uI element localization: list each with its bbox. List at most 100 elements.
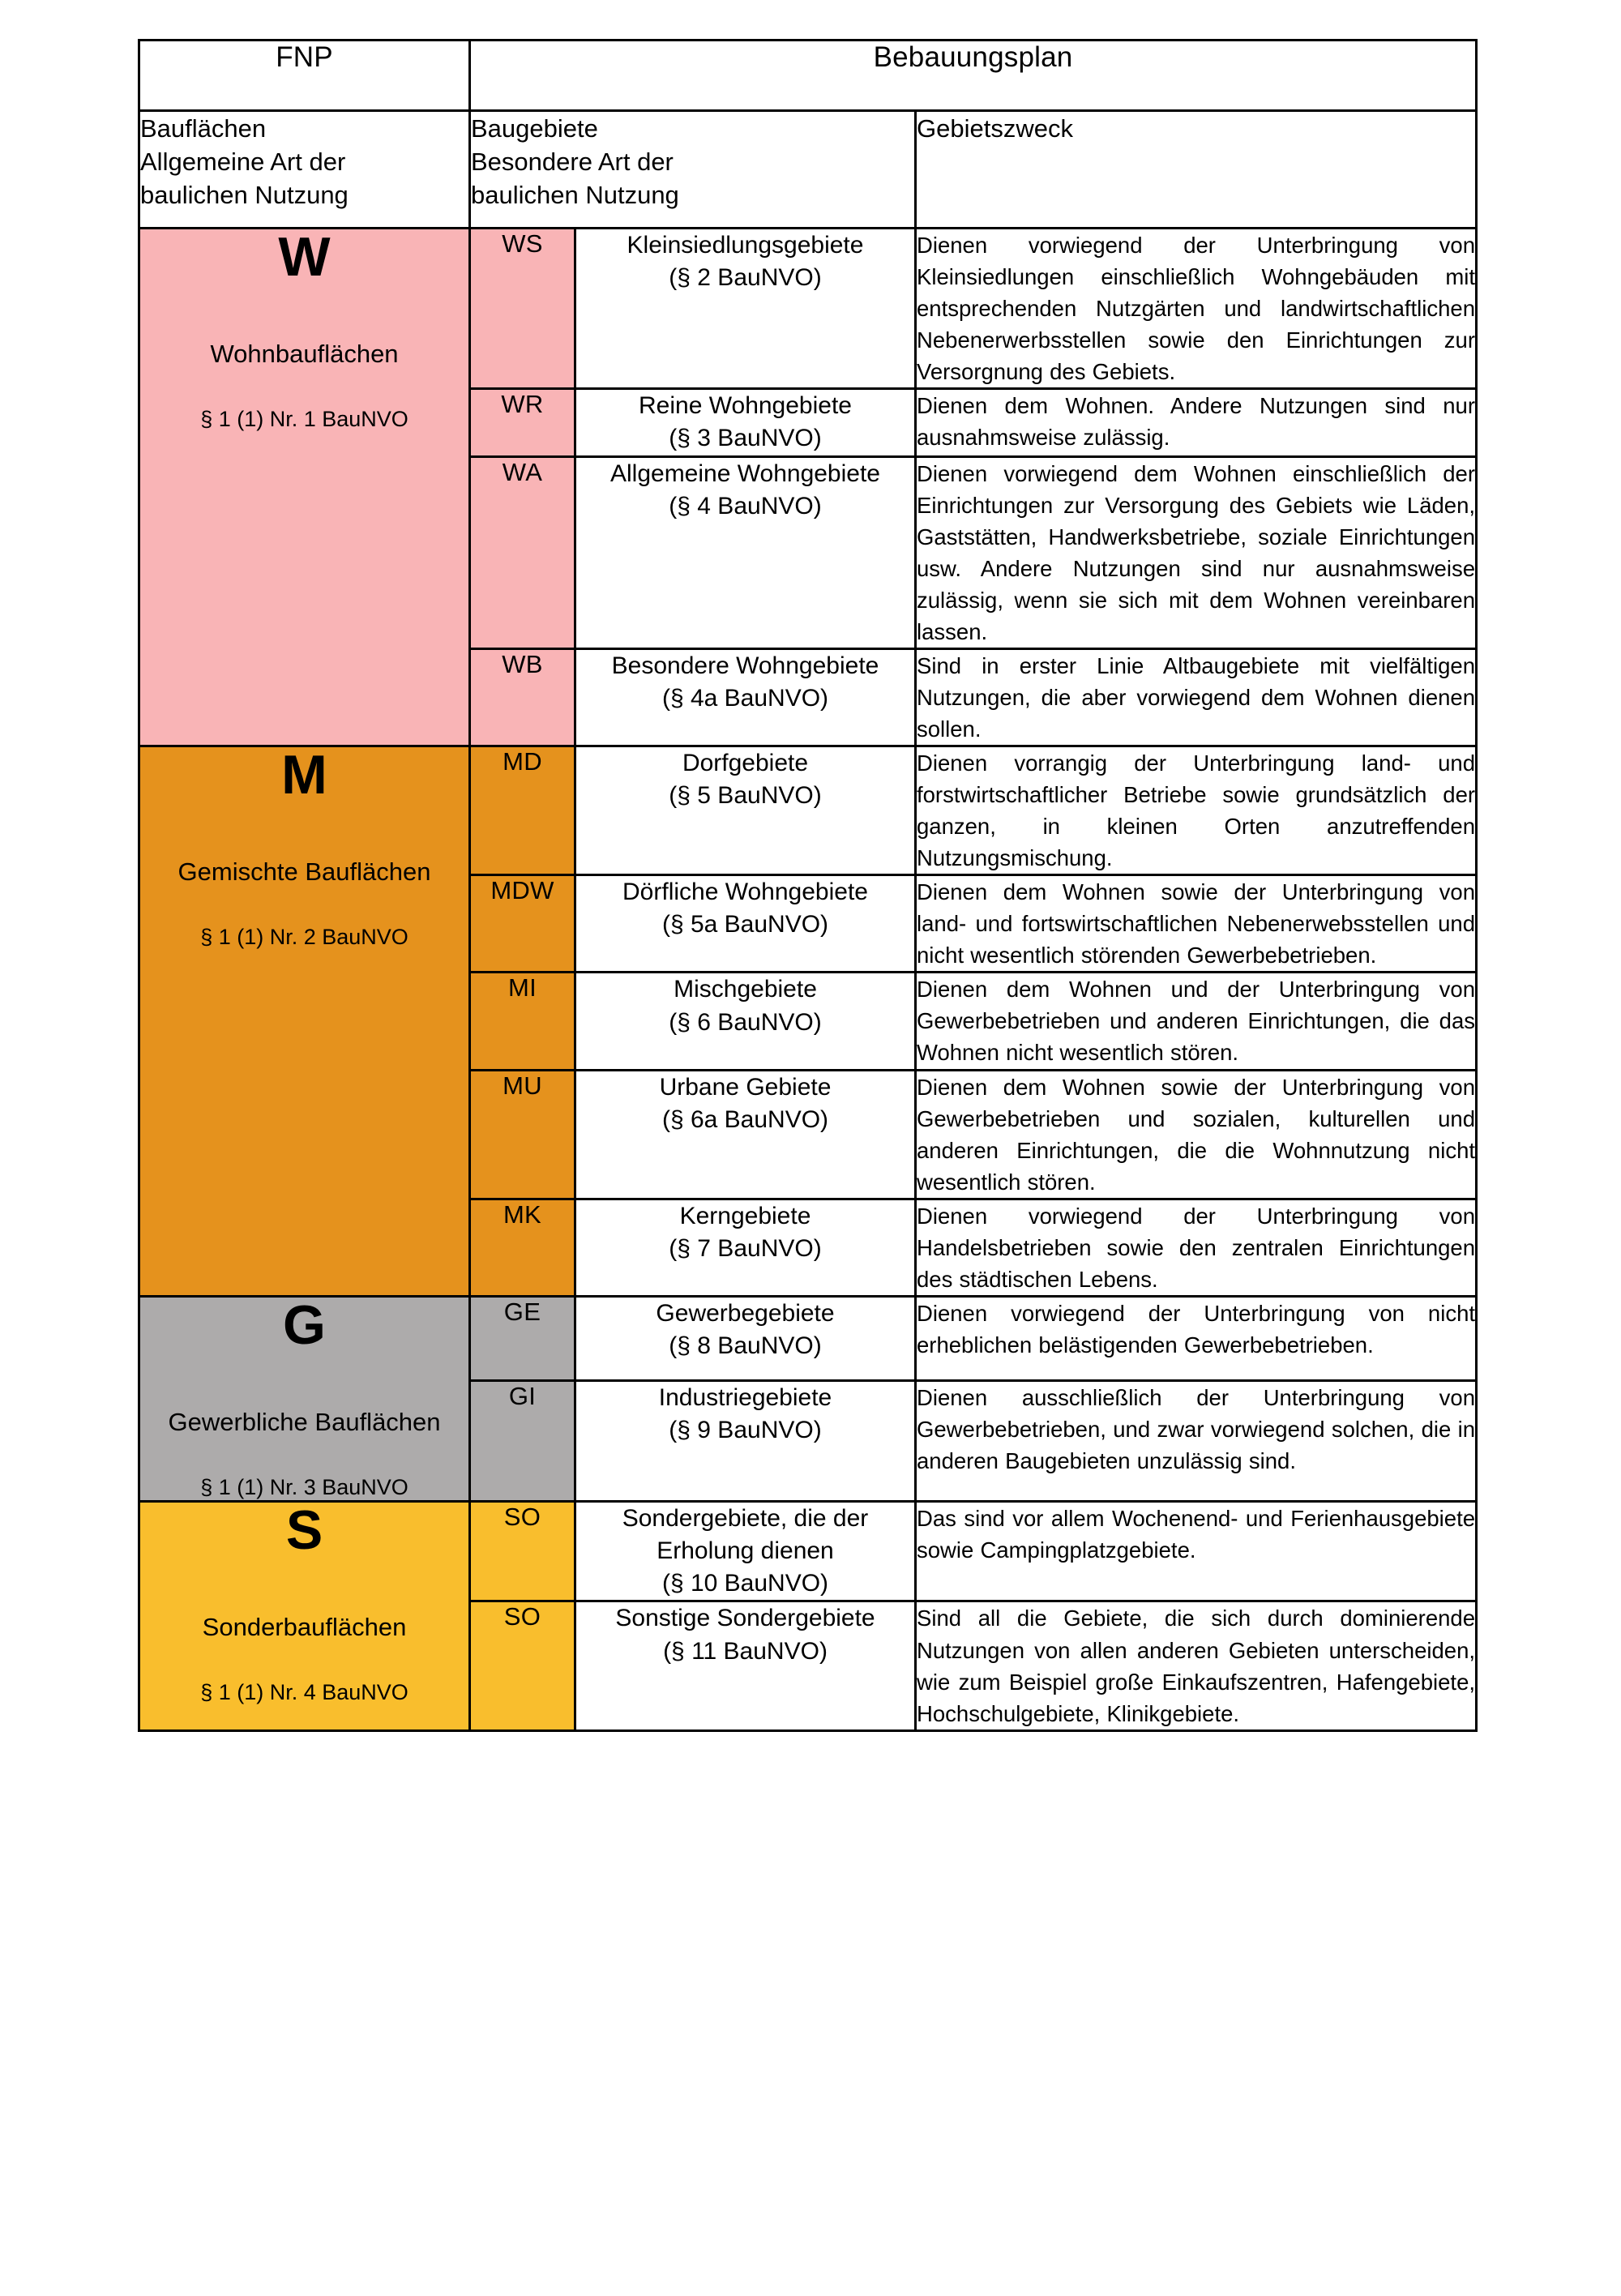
abbr-so-erholung: SO [468,1499,576,1603]
abbr-md: MD [468,745,576,877]
purpose-mu: Dienen dem Wohnen sowie der Unterbringun… [913,1068,1478,1200]
name-so-sonstige-line2: (§ 11 BauNVO) [663,1637,828,1665]
category-letter-g: G [283,1293,326,1356]
name-ws-line1: Kleinsiedlungsgebiete [627,232,864,259]
name-wr-line1: Reine Wohngebiete [639,392,852,420]
category-reference-m: § 1 (1) Nr. 2 BauNVO [200,924,408,949]
purpose-mi: Dienen dem Wohnen und der Unterbringung … [913,971,1478,1071]
header-gebietszweck-label: Gebietszweck [917,114,1073,143]
name-so-erholung-line3: (§ 10 BauNVO) [661,1570,829,1597]
table-row: M Gemischte Bauflächen § 1 (1) Nr. 2 Bau… [138,745,1478,1298]
name-wa-line2: (§ 4 BauNVO) [669,492,822,519]
name-so-erholung-line2: Erholung dienen [657,1537,834,1565]
purpose-wa: Dienen vorwiegend dem Wohnen einschließl… [913,455,1478,650]
name-mdw-line1: Dörfliche Wohngebiete [622,879,868,906]
header-fnp: FNP [138,39,471,112]
purpose-mdw: Dienen dem Wohnen sowie der Unterbringun… [913,874,1478,974]
table-row: MK Kerngebiete (§ 7 BauNVO) Dienen vorwi… [139,1197,1478,1298]
purpose-wr: Dienen dem Wohnen. Andere Nutzungen sind… [913,387,1478,458]
name-mk-line2: (§ 7 BauNVO) [669,1234,822,1262]
table-row: WR Reine Wohngebiete (§ 3 BauNVO) Dienen… [139,387,1478,458]
abbr-mdw: MDW [468,874,576,974]
category-reference-w: § 1 (1) Nr. 1 BauNVO [200,406,408,431]
category-letter-w: W [278,226,331,288]
abbr-mu: MU [468,1068,576,1200]
header-gebietszweck: Gebietszweck [913,109,1478,229]
name-md-line2: (§ 5 BauNVO) [669,782,822,810]
header-bauflaechen-line2: Allgemeine Art der [140,148,346,177]
category-cell-m: M Gemischte Bauflächen § 1 (1) Nr. 2 Bau… [138,744,471,1298]
name-wb-line1: Besondere Wohngebiete [611,652,879,679]
category-cell-w: W Wohnbauflächen § 1 (1) Nr. 1 BauNVO [138,226,471,748]
name-ge: Gewerbegebiete (§ 8 BauNVO) [574,1294,917,1382]
category-cell-g: G Gewerbliche Bauflächen § 1 (1) Nr. 3 B… [138,1293,471,1503]
abbr-wr: WR [468,387,576,458]
abbr-mk: MK [468,1197,576,1298]
name-gi: Industriegebiete (§ 9 BauNVO) [574,1379,917,1503]
category-name-g: Gewerbliche Bauflächen [140,1406,468,1439]
abbr-wa: WA [468,455,576,650]
category-cell-s: S Sonderbauflächen § 1 (1) Nr. 4 BauNVO [138,1499,471,1732]
name-mdw: Dörfliche Wohngebiete (§ 5a BauNVO) [574,874,917,974]
header-baugebiete-line3: baulichen Nutzung [471,181,679,210]
table-row: G Gewerbliche Bauflächen § 1 (1) Nr. 3 B… [138,1294,1478,1503]
name-wb-line2: (§ 4a BauNVO) [661,685,829,712]
name-mi: Mischgebiete (§ 6 BauNVO) [574,971,917,1071]
name-md: Dorfgebiete (§ 5 BauNVO) [574,745,917,877]
purpose-ge: Dienen vorwiegend der Unterbringung von … [913,1294,1478,1382]
category-reference-g: § 1 (1) Nr. 3 BauNVO [200,1474,408,1499]
name-mu: Urbane Gebiete (§ 6a BauNVO) [574,1068,917,1200]
purpose-wb: Sind in erster Linie Altbaugebiete mit v… [913,647,1478,748]
name-mu-line1: Urbane Gebiete [659,1073,832,1101]
category-letter-m: M [281,744,327,806]
header-baugebiete: Baugebiete Besondere Art der baulichen N… [468,109,917,229]
header-baugebiete-line1: Baugebiete [471,114,598,143]
table-row: WA Allgemeine Wohngebiete (§ 4 BauNVO) D… [139,455,1478,650]
purpose-so-sonstige: Sind all die Gebiete, die sich durch dom… [913,1600,1478,1732]
name-wb: Besondere Wohngebiete (§ 4a BauNVO) [574,647,917,748]
name-mi-line2: (§ 6 BauNVO) [669,1008,822,1036]
purpose-ws: Dienen vorwiegend der Unterbringung von … [913,226,1478,391]
abbr-ge: GE [468,1294,576,1382]
name-mu-line2: (§ 6a BauNVO) [661,1105,829,1133]
category-letter-s: S [285,1499,323,1561]
name-gi-line2: (§ 9 BauNVO) [669,1416,822,1443]
name-ge-line1: Gewerbegebiete [656,1299,835,1327]
category-name-m: Gemischte Bauflächen [140,856,468,888]
header-baugebiete-line2: Besondere Art der [471,148,674,177]
table-row: MI Mischgebiete (§ 6 BauNVO) Dienen dem … [139,971,1478,1071]
table-row: WB Besondere Wohngebiete (§ 4a BauNVO) S… [139,647,1478,748]
name-wa: Allgemeine Wohngebiete (§ 4 BauNVO) [574,455,917,650]
table-row: S Sonderbauflächen § 1 (1) Nr. 4 BauNVO … [138,1499,1478,1732]
table-row: GI Industriegebiete (§ 9 BauNVO) Dienen … [139,1379,1478,1503]
name-ws: Kleinsiedlungsgebiete (§ 2 BauNVO) [574,226,917,391]
name-ws-line2: (§ 2 BauNVO) [669,264,822,292]
abbr-mi: MI [468,971,576,1071]
table-header-top-row: FNP Bebauungsplan [138,39,1478,112]
category-name-m-line1: Gemischte [177,857,298,887]
name-mi-line1: Mischgebiete [674,976,817,1003]
name-so-sonstige-line1: Sonstige Sondergebiete [615,1605,875,1632]
header-bebauungsplan: Bebauungsplan [468,39,1478,112]
abbr-wb: WB [468,647,576,748]
name-mdw-line2: (§ 5a BauNVO) [661,911,829,938]
table-row: MDW Dörfliche Wohngebiete (§ 5a BauNVO) … [139,874,1478,974]
table-row: SO Sonstige Sondergebiete (§ 11 BauNVO) … [139,1600,1478,1732]
name-mk: Kerngebiete (§ 7 BauNVO) [574,1197,917,1298]
category-name-m-line2: Bauflächen [305,857,431,887]
header-bauflaechen-line3: baulichen Nutzung [140,181,349,210]
name-so-erholung: Sondergebiete, die der Erholung dienen (… [574,1499,917,1603]
abbr-ws: WS [468,226,576,391]
table-row: W Wohnbauflächen § 1 (1) Nr. 1 BauNVO WS… [138,226,1478,748]
category-name-s: Sonderbauflächen [202,1612,407,1641]
name-ge-line2: (§ 8 BauNVO) [669,1332,822,1360]
name-wr: Reine Wohngebiete (§ 3 BauNVO) [574,387,917,458]
purpose-gi: Dienen ausschließlich der Unterbringung … [913,1379,1478,1503]
name-mk-line1: Kerngebiete [679,1202,811,1229]
name-wr-line2: (§ 3 BauNVO) [669,425,822,452]
bauflaechen-baugebiete-table: FNP Bebauungsplan Bauflächen Allgemeine … [138,39,1478,1732]
header-bauflaechen-line1: Bauflächen [140,114,267,143]
abbr-so-sonstige: SO [468,1600,576,1732]
category-name-w: Wohnbauflächen [210,340,399,368]
